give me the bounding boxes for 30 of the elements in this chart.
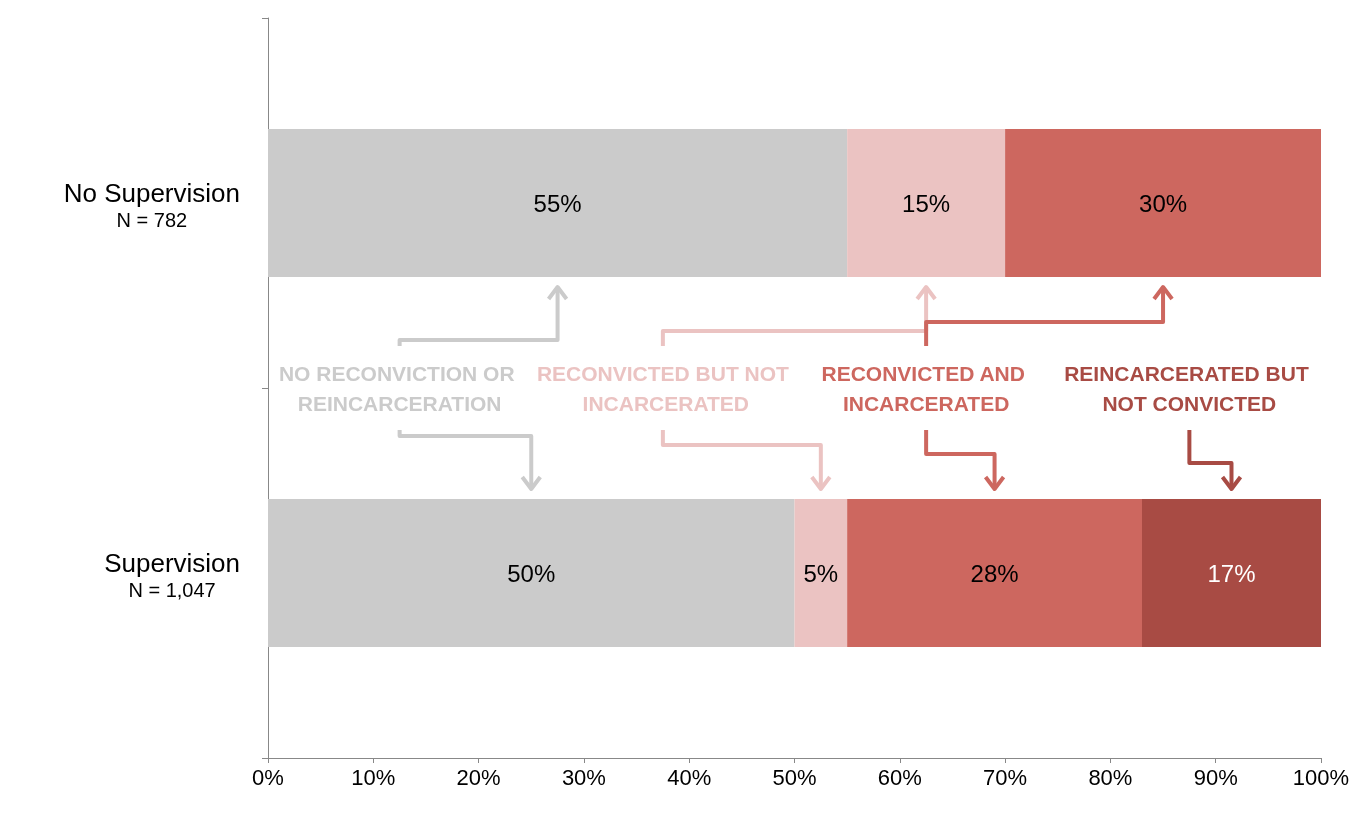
data-label: 30% (1139, 189, 1188, 217)
bar (1141, 499, 1321, 647)
x-tick-label: 10% (351, 764, 396, 790)
bar (1005, 129, 1321, 277)
data-label: 28% (970, 559, 1019, 587)
bar (847, 129, 1006, 277)
data-label: 50% (507, 559, 556, 587)
text: REINCARCERATED BUT NOT CONVICTED (1064, 361, 1315, 415)
x-tick-label: 50% (772, 764, 817, 790)
x-tick-label: 70% (983, 764, 1028, 790)
data-label: 17% (1207, 559, 1256, 587)
x-tick-label: 60% (877, 764, 922, 790)
y-tick-label: Supervision N = 1,047 (104, 548, 240, 601)
x-tick-label: 40% (667, 764, 712, 790)
x-tick-label: 90% (1193, 764, 1238, 790)
x-tick-label: 100% (1292, 764, 1350, 790)
x-tick-label: 30% (561, 764, 606, 790)
data-label: 5% (803, 559, 839, 587)
x-tick-label: 20% (456, 764, 501, 790)
bar (794, 499, 848, 647)
data-label: 15% (902, 189, 951, 217)
bar (268, 129, 848, 277)
y-tick-label: No Supervision N = 782 (63, 178, 240, 231)
bar (268, 499, 795, 647)
bar (847, 499, 1142, 647)
x-tick-label: 0% (252, 764, 284, 790)
data-label: 55% (533, 189, 582, 217)
x-tick-label: 80% (1088, 764, 1133, 790)
text: RECONVICTED AND INCARCERATED (821, 361, 1031, 415)
text: RECONVICTED BUT NOT INCARCERATED (536, 361, 790, 415)
